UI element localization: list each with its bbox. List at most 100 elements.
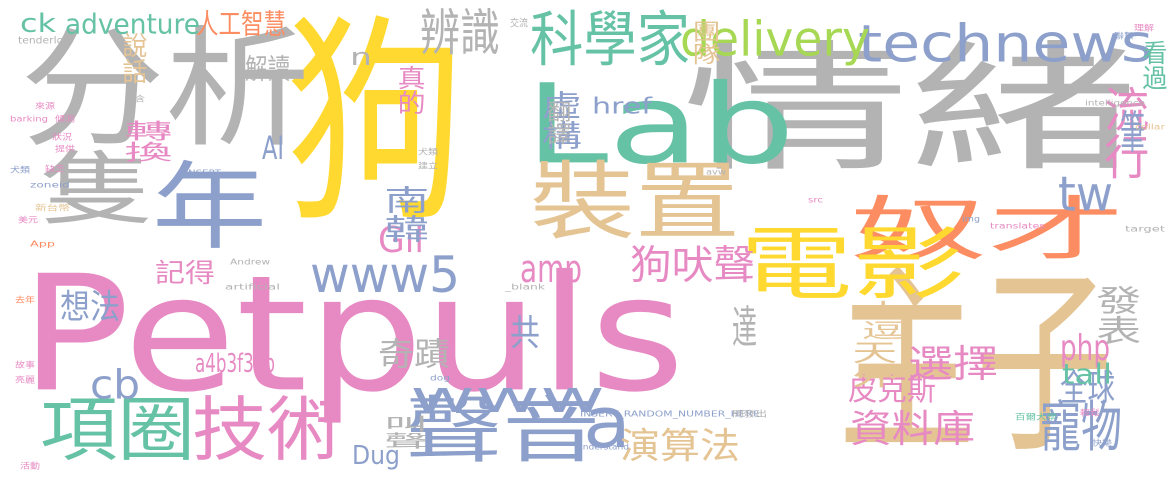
- word-barking: barking: [10, 114, 48, 124]
- word-sound: 聲音: [405, 388, 600, 473]
- word-south-korea: 南韓: [376, 185, 430, 243]
- word-year: 年: [152, 151, 267, 263]
- word-fiction: 虛構: [534, 90, 582, 150]
- word-identify: 辨識: [420, 3, 500, 62]
- word-dog-en: dog: [430, 373, 450, 383]
- word-publish: 發表: [1088, 285, 1142, 345]
- word-avw: avw: [706, 167, 726, 177]
- word-university: 百爾大學: [1015, 412, 1057, 422]
- word-img: img: [962, 214, 980, 224]
- word-insert: INSERT: [185, 168, 221, 178]
- word-miracle: 奇蹟: [378, 335, 450, 373]
- word-total: 共: [510, 311, 540, 354]
- word-www: www: [410, 371, 605, 423]
- word-technews: technews: [858, 13, 1153, 75]
- word-analysis: 分析: [20, 13, 310, 166]
- word-gil: Gil: [378, 218, 424, 261]
- word-emotion: 情緒: [682, 27, 1137, 192]
- word-reach: 達: [732, 300, 757, 354]
- word-collar-en: collar: [1135, 122, 1165, 132]
- word-choice: 選擇: [908, 341, 998, 387]
- word-tease: 小逗: [854, 300, 904, 340]
- word-device: 裝置: [530, 152, 740, 252]
- word-artificial: artificial: [225, 282, 280, 292]
- word-speak: 說話: [118, 32, 148, 84]
- word-dog: 狗: [285, 0, 465, 253]
- word-target: target: [1125, 224, 1165, 234]
- word-delivery: delivery: [680, 10, 870, 67]
- word-seen: 看過: [1138, 40, 1168, 90]
- word-ai: AI: [262, 129, 284, 167]
- word-happy: 快樂: [1092, 438, 1112, 448]
- word-blank: _blank: [505, 282, 545, 292]
- word-movie: 電影: [740, 217, 965, 312]
- word-petpuls: Petpuls: [20, 240, 685, 428]
- word-technology: 技術: [192, 388, 342, 471]
- word-ntd: 新台幣: [35, 203, 70, 213]
- word-call-sound: 叫聲: [376, 415, 428, 449]
- word-lack: 缺乏: [45, 164, 65, 174]
- word-tenderloin: tenderloin: [18, 34, 73, 46]
- word-usd: 美元: [18, 215, 38, 225]
- word-popular: 流行: [1096, 85, 1150, 180]
- word-bright: 亮麗: [15, 375, 35, 385]
- word-interpret: 解讀: [245, 52, 290, 86]
- word-href: href: [592, 93, 652, 119]
- word-status: 狀況: [52, 132, 72, 142]
- word-remember: 記得: [155, 257, 215, 289]
- word-developed: 開發出: [732, 409, 767, 419]
- word-last-year: 去年: [15, 295, 35, 305]
- word-amp: amp: [520, 246, 582, 292]
- word-collar: 項圈: [40, 388, 195, 471]
- word-idea: 想法: [60, 286, 120, 327]
- word-www5: www5: [310, 245, 460, 304]
- word-provide: 提供: [55, 144, 75, 154]
- word-insert-random: INSERT_RANDOM_NUMBER_HERE: [580, 409, 760, 419]
- word-include: 包含: [125, 94, 145, 104]
- word-lab: Lab: [525, 60, 795, 189]
- word-pet: 寵物: [1040, 395, 1122, 460]
- word-tw: tw: [1058, 165, 1113, 222]
- word-hash: a4b3f35b: [195, 347, 275, 379]
- word-really: 真的: [392, 65, 426, 115]
- word-adventure: adventure: [65, 7, 200, 41]
- word-exchange: 交流: [510, 17, 528, 29]
- word-cb: cb: [90, 361, 140, 409]
- word-andrew: Andrew: [230, 257, 270, 267]
- word-tall: tall: [1062, 357, 1112, 391]
- word-establish: 建立: [418, 161, 438, 171]
- word-understand-zh: 理解: [1134, 23, 1154, 33]
- word-canine-2: 犬類: [418, 147, 438, 157]
- word-database: 資料庫: [850, 406, 975, 452]
- word-ck: ck: [20, 7, 56, 39]
- word-ai-chinese: 人工智慧: [196, 7, 286, 41]
- word-global: 全球: [1060, 366, 1115, 409]
- word-translates: translates: [990, 221, 1045, 231]
- word-src: src: [808, 195, 823, 205]
- word-bark-sound: 狗吠聲: [630, 241, 755, 289]
- word-contact: 聯繫: [1114, 31, 1134, 41]
- word-dug: Dug: [352, 439, 400, 471]
- word-php: php: [1060, 326, 1110, 369]
- word-story: 故事: [15, 360, 35, 370]
- word-app: App: [30, 239, 55, 249]
- word-outer-space: 天外: [844, 340, 898, 388]
- word-detect: 傾測: [55, 114, 75, 124]
- word-activity: 活動: [20, 461, 40, 471]
- word-team: 團隊: [687, 20, 721, 65]
- word-easy: 輕鬆: [1080, 408, 1100, 418]
- word-pixar: 皮克斯: [848, 372, 936, 408]
- word-servant: 奴才: [850, 188, 1125, 271]
- word-pen: 筆: [1120, 105, 1145, 159]
- word-classifier: 隻: [40, 142, 155, 237]
- word-canine: 犬類: [10, 165, 30, 175]
- word-master: 主子: [838, 247, 1113, 481]
- word-scientist: 科學家: [530, 4, 690, 75]
- word-zoneid: zoneid: [30, 180, 70, 190]
- word-convert: 轉換: [116, 120, 173, 162]
- word-algorithm: 演算法: [620, 424, 740, 467]
- word-intelligence: intelligence: [1085, 98, 1145, 108]
- word-source: 來源: [35, 101, 55, 111]
- word-n: n: [350, 42, 372, 71]
